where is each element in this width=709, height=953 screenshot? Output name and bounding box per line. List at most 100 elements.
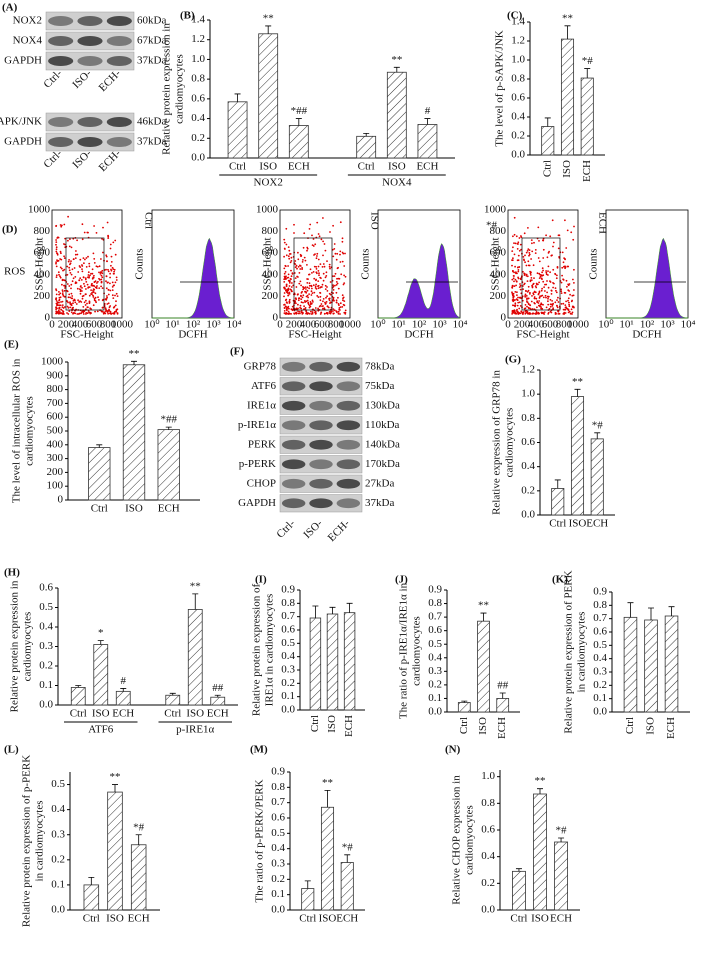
x-tick-label: Ctrl: [70, 708, 87, 720]
scatter-dot: [320, 311, 323, 314]
scatter-dot: [523, 258, 525, 261]
error-bar: [346, 602, 353, 613]
scatter-dot: [329, 281, 332, 283]
bar: [590, 438, 604, 516]
y-tick-label: 0.7: [281, 610, 295, 622]
scatter-dot: [107, 302, 110, 305]
blot-band: [336, 439, 361, 450]
histogram: [378, 242, 461, 319]
blot-row-name: IRE1α: [247, 399, 276, 411]
panel-label: (N): [445, 744, 461, 756]
scatter-dot: [95, 232, 98, 234]
scatter-dot: [533, 277, 535, 279]
scatter-dot: [525, 290, 527, 292]
scatter-dot: [311, 299, 314, 302]
scatter-dot: [288, 282, 291, 284]
scatter-dot: [81, 287, 83, 289]
y-tick-label: 300: [47, 452, 64, 464]
scatter-dot: [318, 305, 321, 308]
scatter-dot: [76, 253, 79, 256]
scatter-dot: [80, 312, 82, 315]
scatter-dot: [63, 223, 66, 226]
scatter-dot: [306, 264, 308, 266]
gate: [521, 237, 561, 311]
scatter-dot: [320, 303, 323, 305]
y-axis-title: The ratio of p-PERK/PERK: [254, 779, 266, 902]
scatter-dot: [542, 280, 545, 283]
scatter-dot: [66, 305, 69, 308]
scatter-dot: [341, 260, 344, 263]
scatter-dot: [307, 303, 310, 306]
y-tick-label: 0.7: [593, 612, 607, 624]
y-axis-title: Relative protein expression of p-PERK: [21, 755, 33, 927]
scatter-dot: [69, 301, 71, 304]
scatter-dot: [535, 297, 538, 300]
y-tick-label: 0.2: [593, 679, 607, 691]
error-bar: [312, 605, 319, 618]
scatter-dot: [67, 260, 70, 263]
scatter-dot: [339, 250, 342, 253]
scatter-dot: [287, 273, 290, 276]
scatter-dot: [297, 310, 299, 313]
scatter-dot: [109, 272, 111, 275]
blot-band: [48, 117, 74, 127]
scatter-dot: [343, 282, 346, 284]
scatter-dot: [332, 308, 335, 310]
scatter-dot: [518, 301, 521, 304]
scatter-dot: [295, 302, 297, 305]
blot-row-size: 37kDa: [365, 497, 394, 509]
scatter-dot: [550, 303, 553, 306]
hist-x-tick: 10⁰: [144, 319, 160, 331]
error-bar: [169, 692, 176, 696]
scatter-dot: [305, 295, 308, 298]
scatter-dot: [526, 301, 529, 304]
scatter-dot: [106, 221, 109, 224]
scatter-dot: [515, 280, 518, 283]
scatter-dot: [287, 246, 290, 249]
scatter-dot: [537, 257, 540, 259]
blot-row-name: GAPDH: [238, 497, 276, 509]
scatter-dot: [307, 296, 309, 299]
scatter-dot: [537, 226, 540, 229]
y-axis-title: Relative protein expression of PERK: [563, 570, 575, 733]
scatter-dot: [327, 306, 330, 309]
scatter-dot: [513, 233, 516, 236]
scatter-dot: [78, 301, 80, 303]
scatter-dot: [55, 241, 58, 244]
scatter-dot: [106, 310, 109, 312]
bar: [107, 791, 123, 911]
scatter-dot: [305, 300, 308, 303]
scatter-dot: [85, 299, 87, 302]
scatter-dot: [114, 310, 116, 313]
scatter-dot: [560, 292, 563, 294]
scatter-dot: [285, 275, 287, 278]
y-tick-label: 0.0: [481, 904, 495, 916]
scatter-dot: [74, 301, 77, 304]
scatter-dot: [329, 267, 331, 270]
scatter-dot: [290, 269, 292, 272]
scatter-dot: [333, 275, 336, 277]
scatter-dot: [511, 259, 513, 261]
scatter-dot: [93, 281, 96, 283]
scatter-dot: [512, 257, 514, 260]
scatter-dot: [101, 269, 104, 272]
scatter-dot: [341, 237, 344, 240]
scatter-dot: [67, 239, 69, 242]
error-bar: [554, 479, 561, 489]
scatter-dot: [285, 243, 288, 246]
scatter-dot: [64, 287, 66, 289]
scatter-dot: [92, 276, 94, 279]
scatter-dot: [529, 304, 532, 307]
scatter-x-tick: 400: [300, 319, 317, 331]
scatter-dot: [84, 278, 87, 281]
scatter-dot: [571, 313, 573, 315]
scatter-dot: [550, 254, 553, 257]
scatter-dot: [60, 301, 62, 303]
scatter-dot: [561, 251, 564, 254]
scatter-dot: [293, 312, 295, 315]
y-axis-title: cardiomyocytes: [464, 805, 476, 875]
scatter-dot: [562, 278, 564, 281]
scatter-dot: [333, 312, 335, 315]
scatter-dot: [301, 313, 304, 315]
scatter-dot: [573, 225, 575, 228]
